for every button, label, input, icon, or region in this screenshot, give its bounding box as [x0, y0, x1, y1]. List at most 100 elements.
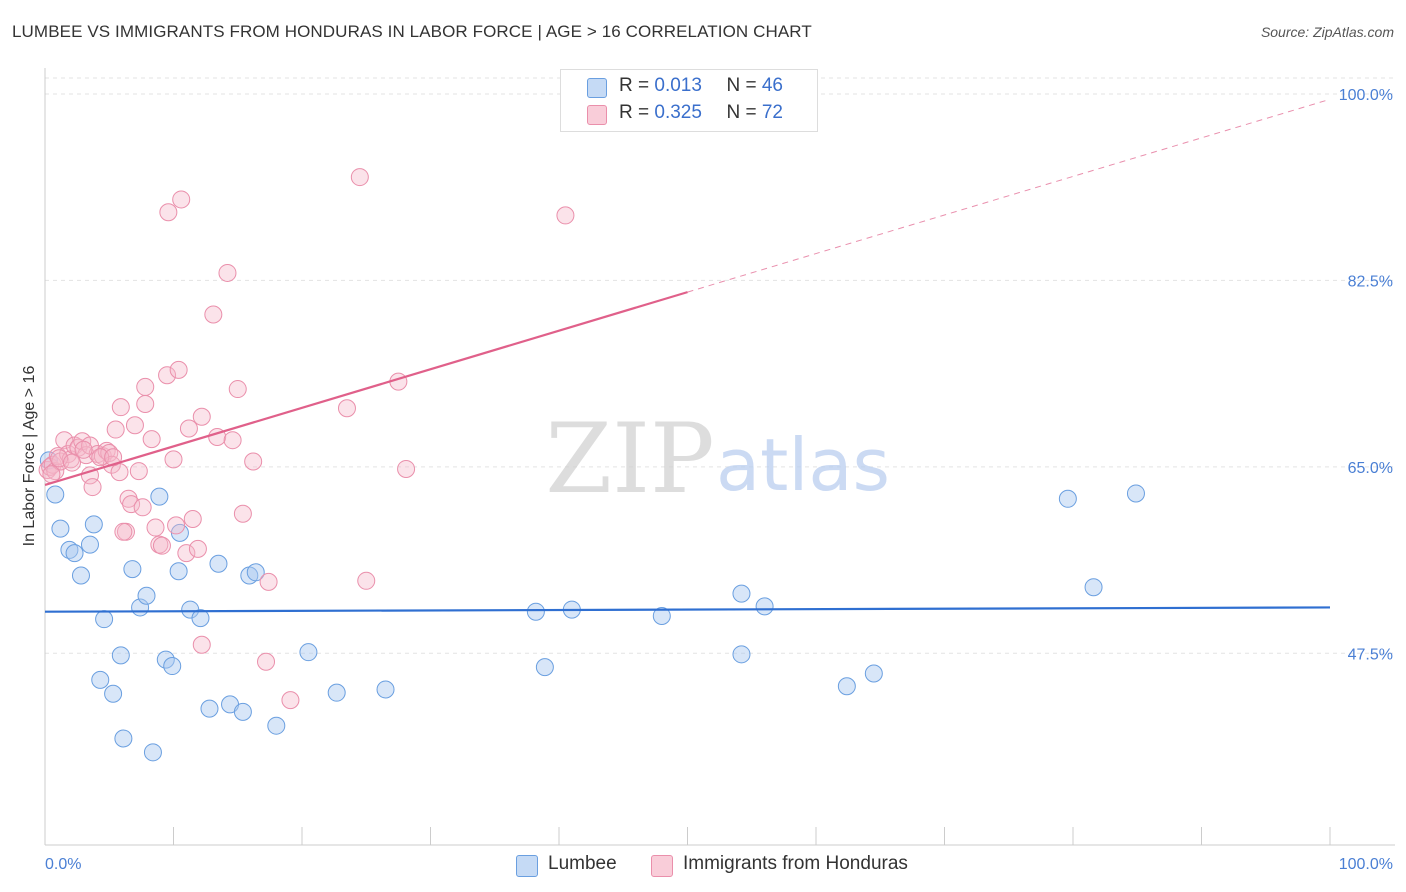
bottom-legend: Lumbee Immigrants from Honduras [0, 853, 1406, 877]
lumbee-point [526, 602, 545, 621]
watermark-zip: ZIP [545, 403, 714, 515]
legend-n-label: N = [726, 75, 762, 96]
legend: R = 0.013 N = 46 R = 0.325 N = 72 [560, 69, 818, 132]
lumbee-point [233, 702, 252, 721]
honduras-point [357, 571, 376, 590]
axes [44, 68, 1395, 846]
honduras-point [55, 431, 74, 450]
honduras-point [188, 539, 207, 558]
lumbee-point [150, 487, 169, 506]
lumbee-point [111, 646, 130, 665]
honduras-point [158, 366, 177, 385]
lumbee-point [732, 645, 751, 664]
legend-r-label: R = [619, 75, 655, 96]
honduras-point [106, 420, 125, 439]
honduras-point [233, 504, 252, 523]
legend-n-value: 72 [761, 102, 783, 123]
lumbee-point [137, 586, 156, 605]
honduras-point [281, 691, 300, 710]
honduras-point [91, 448, 110, 467]
lumbee-point [200, 699, 219, 718]
x-tick-label: 0.0% [45, 856, 81, 873]
honduras-point [104, 448, 123, 467]
honduras-point [204, 305, 223, 324]
honduras-point [556, 206, 575, 225]
honduras-point [177, 544, 196, 563]
honduras-point [122, 495, 141, 514]
lumbee-point [46, 485, 65, 504]
honduras-point [192, 407, 211, 426]
lumbee-point [51, 519, 70, 538]
honduras-point [244, 452, 263, 471]
lumbee-point [376, 680, 395, 699]
honduras-point [97, 441, 116, 460]
honduras-point [169, 360, 188, 379]
lumbee-point [169, 562, 188, 581]
honduras-points [38, 84, 590, 710]
honduras-trend-line [44, 291, 688, 486]
lumbee-point [246, 563, 265, 582]
source-credit: Source: ZipAtlas.com [1260, 24, 1394, 40]
honduras-point [136, 377, 155, 396]
honduras-point [62, 453, 81, 472]
chart-title: LUMBEE VS IMMIGRANTS FROM HONDURAS IN LA… [12, 22, 812, 41]
legend-n-value: 46 [761, 75, 783, 96]
honduras-point [114, 522, 133, 541]
lumbee-point [327, 683, 346, 702]
lumbee-point [191, 609, 210, 628]
lumbee-swatch [516, 855, 538, 877]
honduras-swatch [651, 855, 673, 877]
honduras-point [111, 398, 130, 417]
honduras-point [74, 440, 93, 459]
honduras-point [83, 478, 102, 497]
lumbee-point [535, 658, 554, 677]
legend-n-label: N = [726, 102, 762, 123]
y-tick-label: 82.5% [1348, 273, 1393, 290]
honduras-trend-extension [687, 98, 1331, 293]
honduras-point [223, 431, 242, 450]
lumbee-point [209, 554, 228, 573]
honduras-label: Immigrants from Honduras [683, 853, 908, 874]
legend-r-value: 0.325 [654, 102, 702, 123]
lumbee-point [65, 544, 84, 563]
honduras-point [218, 263, 237, 282]
honduras-point [192, 635, 211, 654]
honduras-point [129, 462, 148, 481]
honduras-point [125, 416, 144, 435]
lumbee-point [837, 677, 856, 696]
honduras-point [397, 459, 416, 478]
trend-lines [44, 98, 1331, 613]
honduras-point [146, 518, 165, 537]
honduras-point [133, 498, 152, 517]
honduras-point [183, 510, 202, 529]
honduras-point [136, 394, 155, 413]
lumbee-point [95, 610, 114, 629]
lumbee-trend-line [44, 606, 1331, 613]
honduras-point [119, 489, 138, 508]
lumbee-point [84, 515, 103, 534]
honduras-point [172, 190, 191, 209]
lumbee-point [143, 743, 162, 762]
lumbee-point [1058, 489, 1077, 508]
honduras-point [164, 450, 183, 469]
lumbee-swatch [587, 78, 607, 98]
lumbee-point [755, 597, 774, 616]
lumbee-point [299, 643, 318, 662]
legend-r-label: R = [619, 102, 655, 123]
lumbee-point [864, 664, 883, 683]
y-tick-label: 100.0% [1339, 87, 1393, 104]
y-tick-label: 47.5% [1348, 646, 1393, 663]
lumbee-point [1126, 484, 1145, 503]
honduras-point [350, 168, 369, 187]
honduras-point [167, 516, 186, 535]
honduras-point [179, 419, 198, 438]
honduras-point [142, 430, 161, 449]
lumbee-points [39, 451, 1145, 762]
honduras-point [228, 380, 247, 399]
lumbee-label: Lumbee [548, 853, 617, 874]
watermark-atlas: atlas [716, 423, 890, 507]
lumbee-point [732, 584, 751, 603]
honduras-point [152, 536, 171, 555]
lumbee-point [163, 657, 182, 676]
